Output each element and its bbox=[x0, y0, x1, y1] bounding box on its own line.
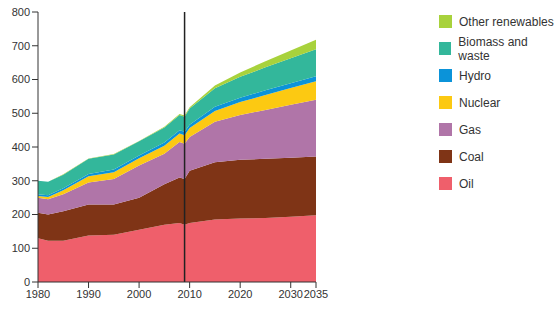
html-text:Oil: Oil bbox=[459, 176, 474, 191]
svg-text:300: 300 bbox=[12, 175, 30, 187]
html-text:Biomass and waste: Biomass and waste bbox=[458, 34, 528, 63]
svg-text:2030: 2030 bbox=[278, 288, 302, 300]
html-text:Other renewables: Other renewables bbox=[459, 14, 554, 29]
svg-text:2020: 2020 bbox=[228, 288, 252, 300]
svg-text:800: 800 bbox=[12, 6, 30, 18]
svg-text:1990: 1990 bbox=[76, 288, 100, 300]
html-text:Coal: Coal bbox=[459, 149, 484, 164]
html-text:Nuclear: Nuclear bbox=[459, 95, 501, 110]
svg-text:1980: 1980 bbox=[26, 288, 50, 300]
svg-text:2000: 2000 bbox=[127, 288, 151, 300]
svg-text:600: 600 bbox=[12, 73, 30, 85]
svg-text:200: 200 bbox=[12, 208, 30, 220]
svg-text:0: 0 bbox=[24, 276, 30, 288]
svg-text:700: 700 bbox=[12, 40, 30, 52]
svg-text:100: 100 bbox=[12, 242, 30, 254]
html-text:Gas: Gas bbox=[459, 122, 481, 137]
svg-text:2010: 2010 bbox=[177, 288, 201, 300]
svg-text:2035: 2035 bbox=[304, 288, 328, 300]
html-text:Hydro: Hydro bbox=[459, 68, 491, 83]
svg-text:500: 500 bbox=[12, 107, 30, 119]
svg-text:400: 400 bbox=[12, 141, 30, 153]
